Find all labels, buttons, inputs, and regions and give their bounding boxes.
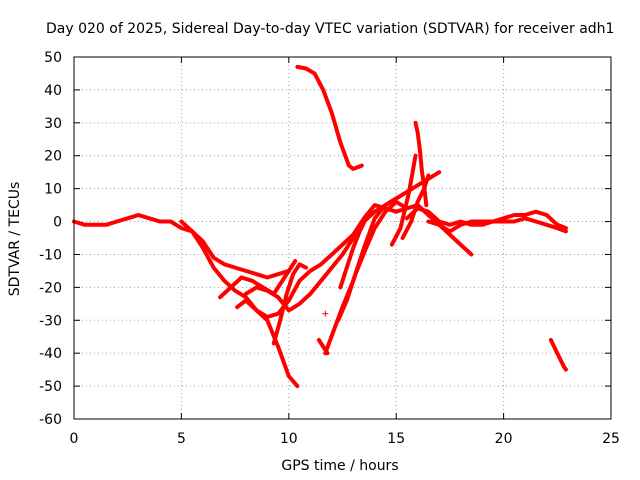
data-series-s12 — [389, 153, 418, 247]
y-tick-label: 30 — [44, 116, 62, 132]
data-series-s2 — [179, 219, 300, 389]
y-tick-label: 0 — [53, 215, 62, 231]
y-tick-label: -20 — [39, 280, 62, 296]
y-tick-label: 20 — [44, 149, 62, 165]
data-series-s16 — [426, 216, 568, 234]
y-tick-label: -40 — [39, 346, 62, 362]
x-tick-label: 25 — [602, 431, 620, 447]
y-tick-label: -60 — [39, 412, 62, 428]
data-series-s7 — [295, 64, 364, 171]
x-tick-label: 5 — [177, 431, 186, 447]
y-tick-label: 10 — [44, 182, 62, 198]
data-series-s17 — [548, 338, 568, 372]
y-tick-label: -10 — [39, 247, 62, 263]
data-series-s9 — [336, 199, 409, 323]
y-axis-label: SDTVAR / TECUs — [7, 182, 23, 297]
data-series-s1 — [72, 213, 291, 280]
data-series-s14 — [413, 120, 429, 208]
data-point-marker — [322, 310, 329, 317]
y-tick-label: 50 — [44, 50, 62, 66]
y-tick-label: -50 — [39, 379, 62, 395]
y-tick-label: 40 — [44, 83, 62, 99]
data-series — [72, 64, 568, 389]
data-series-s10 — [338, 216, 369, 290]
plot-frame — [73, 56, 612, 420]
y-tick-label: -30 — [39, 313, 62, 329]
data-series-s5 — [243, 170, 442, 313]
x-axis-label: GPS time / hours — [281, 458, 398, 474]
x-tick-label: 20 — [495, 431, 513, 447]
chart-title: Day 020 of 2025, Sidereal Day-to-day VTE… — [46, 21, 614, 37]
data-series-s3 — [218, 259, 298, 300]
x-tick-label: 10 — [280, 431, 298, 447]
x-tick-label: 0 — [70, 431, 79, 447]
data-series-s6 — [271, 262, 308, 346]
data-series-s11 — [316, 338, 330, 356]
x-tick-label: 15 — [387, 431, 405, 447]
grid — [74, 57, 611, 419]
